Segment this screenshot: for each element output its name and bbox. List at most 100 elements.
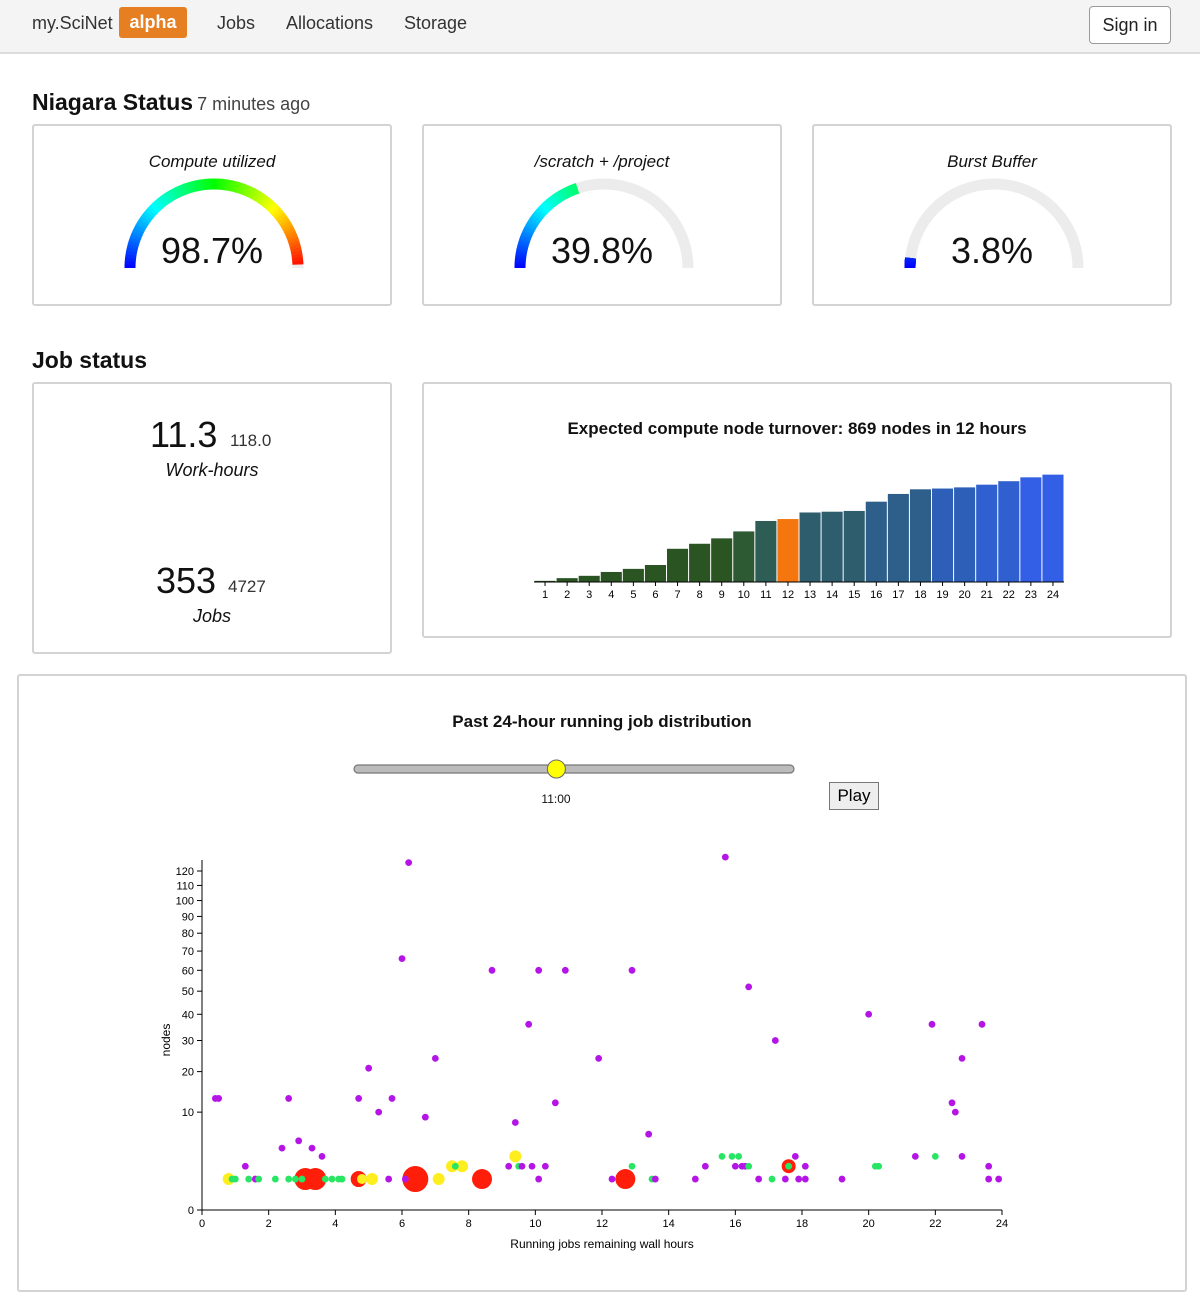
bar-5: [622, 568, 644, 582]
scatter-point: [365, 1064, 373, 1072]
scatter-point: [431, 1054, 439, 1062]
slider-handle[interactable]: [546, 759, 566, 779]
nav-jobs[interactable]: Jobs: [217, 13, 256, 33]
gauge-fill-segment: [160, 193, 170, 206]
bar-tick-label: 22: [1003, 589, 1015, 601]
bar-15: [843, 510, 865, 582]
gauge-fill-segment: [265, 200, 276, 212]
bar-tick-label: 15: [848, 589, 860, 601]
gauge-compute: [124, 178, 304, 269]
scatter-point: [488, 966, 496, 974]
scatter-point: [525, 1020, 533, 1028]
gauge-title: Burst Buffer: [947, 152, 1037, 171]
bar-16: [865, 501, 887, 582]
gauge-title: /scratch + /project: [534, 152, 670, 171]
sign-in-button[interactable]: Sign in: [1089, 6, 1171, 44]
gauge-fill-segment: [247, 187, 257, 199]
scatter-point: [801, 1175, 809, 1183]
bar-tick-label: 8: [697, 589, 703, 601]
job-status-heading: Job status: [32, 347, 148, 373]
scatter-point: [338, 1175, 346, 1183]
scatter-point: [402, 1166, 429, 1193]
bar-1: [534, 580, 556, 582]
gauge-fill-segment: [143, 210, 155, 220]
scatter-point: [691, 1175, 699, 1183]
scatter-point: [241, 1162, 249, 1170]
scatter-point: [978, 1020, 986, 1028]
bar-tick-label: 17: [892, 589, 904, 601]
nav-storage[interactable]: Storage: [404, 13, 468, 33]
gauge-fill-segment: [191, 180, 198, 193]
scatter-point: [388, 1095, 396, 1102]
bar-tick-label: 24: [1047, 589, 1059, 601]
scatter-point: [995, 1175, 1003, 1183]
scatter-point: [838, 1175, 846, 1183]
page-title: Niagara Status: [32, 89, 194, 115]
time-slider[interactable]: [346, 754, 806, 788]
y-tick-label: 60: [182, 965, 194, 977]
x-tick-label: 0: [199, 1218, 205, 1230]
workhours-total: 118.0: [230, 431, 272, 450]
bar-22: [998, 481, 1020, 582]
scatter-point: [958, 1054, 966, 1062]
gauge-fill-segment: [244, 185, 254, 198]
y-tick-label: 40: [182, 1009, 194, 1021]
bar-17: [887, 493, 909, 582]
gauge-fill-segment: [279, 218, 291, 228]
gauge-card-storage: /scratch + /project 39.8%: [422, 124, 782, 306]
gauge-fill-segment: [137, 218, 149, 228]
bar-tick-label: 10: [738, 589, 750, 601]
scatter-point: [928, 1020, 936, 1028]
scatter-point: [375, 1108, 383, 1116]
bar-tick-label: 21: [981, 589, 993, 601]
scatter-point: [398, 955, 406, 962]
bar-8: [689, 543, 711, 582]
scatter-point: [701, 1162, 709, 1170]
bar-tick-label: 6: [652, 589, 658, 601]
bar-6: [644, 565, 666, 582]
scatter-point: [456, 1160, 468, 1173]
gauge-value: 39.8%: [550, 230, 654, 271]
y-tick-label: 30: [182, 1036, 194, 1048]
scatter-point: [405, 859, 413, 867]
nav-allocations[interactable]: Allocations: [286, 13, 374, 33]
slider-track: [353, 764, 795, 774]
y-tick-label: 10: [182, 1107, 194, 1119]
x-tick-label: 16: [729, 1218, 741, 1230]
job-distribution-scatter: 0 2 4 6 8 10 12 14 16 18 20 22 240102030405060708090…: [159, 853, 1008, 1251]
scatter-point: [745, 983, 753, 991]
scatter-point: [535, 1175, 543, 1183]
y-tick-label: 20: [182, 1067, 194, 1079]
scatter-point: [875, 1162, 883, 1170]
bar-14: [821, 511, 843, 582]
gauge-fill-segment: [178, 184, 187, 196]
scatter-point: [509, 1150, 522, 1163]
bar-23: [1020, 477, 1042, 582]
gauge-fill-segment: [281, 221, 293, 231]
scatter-point: [628, 1162, 636, 1170]
scatter-point: [231, 1175, 239, 1183]
gauge-fill-segment: [172, 187, 181, 199]
gauge-fill-segment: [147, 204, 159, 216]
scatter-point: [385, 1175, 393, 1183]
brand-link[interactable]: my.SciNet: [32, 13, 113, 33]
gauge-fill-segment: [236, 182, 244, 194]
gauge-fill-segment: [253, 190, 263, 202]
bar-tick-label: 19: [936, 589, 948, 601]
gauge-fill-segment: [230, 180, 237, 193]
gauge-fill-segment: [150, 202, 161, 214]
gauge-value: 98.7%: [160, 230, 264, 271]
scatter-point: [357, 1174, 367, 1185]
scatter-point: [608, 1175, 616, 1183]
y-tick-label: 100: [176, 896, 194, 908]
x-axis-label: Running jobs remaining wall hours: [510, 1237, 693, 1251]
bar-tick-label: 16: [870, 589, 882, 601]
gauge-fill-segment: [135, 221, 148, 231]
gauge-title: Compute utilized: [148, 152, 276, 171]
gauge-track: [904, 178, 1084, 269]
y-tick-label: 90: [182, 911, 194, 923]
scatter-point: [785, 1162, 793, 1170]
scatter-point: [295, 1137, 303, 1145]
scatter-point: [951, 1108, 959, 1116]
play-button[interactable]: Play: [829, 782, 879, 810]
